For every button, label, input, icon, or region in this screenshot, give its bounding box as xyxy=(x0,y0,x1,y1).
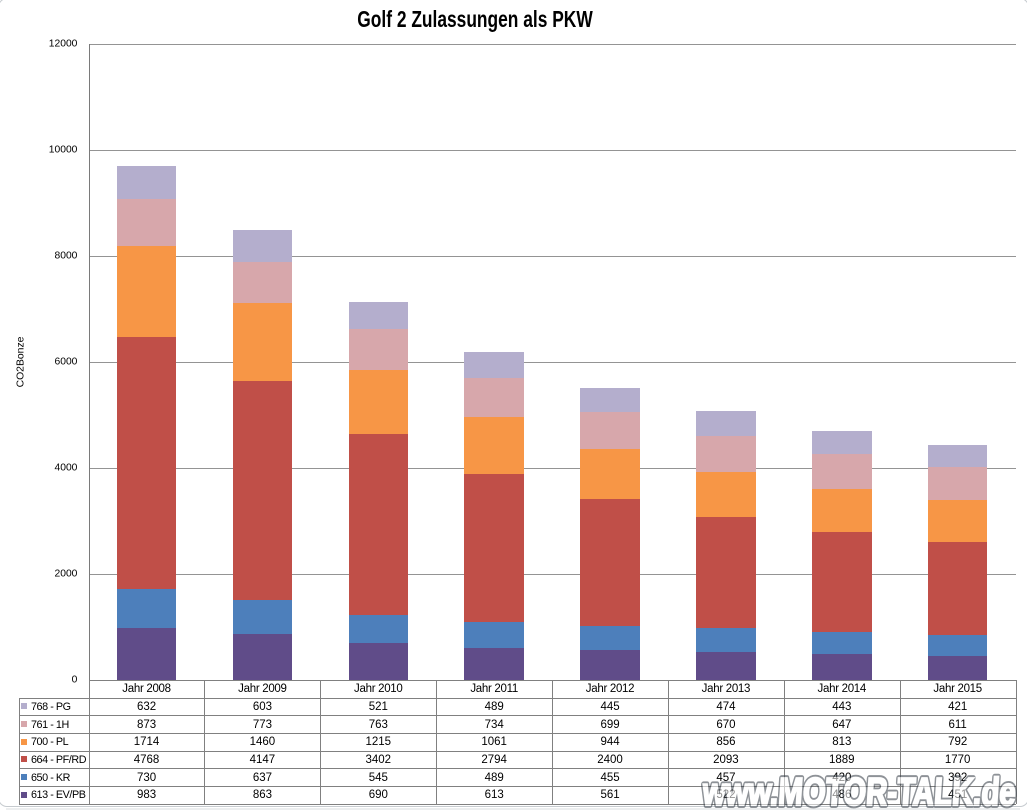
svg-text:www.MOTOR-TALK.de: www.MOTOR-TALK.de xyxy=(701,771,1018,810)
svg-text:www.MOTOR-TALK.de: www.MOTOR-TALK.de xyxy=(701,771,1018,810)
